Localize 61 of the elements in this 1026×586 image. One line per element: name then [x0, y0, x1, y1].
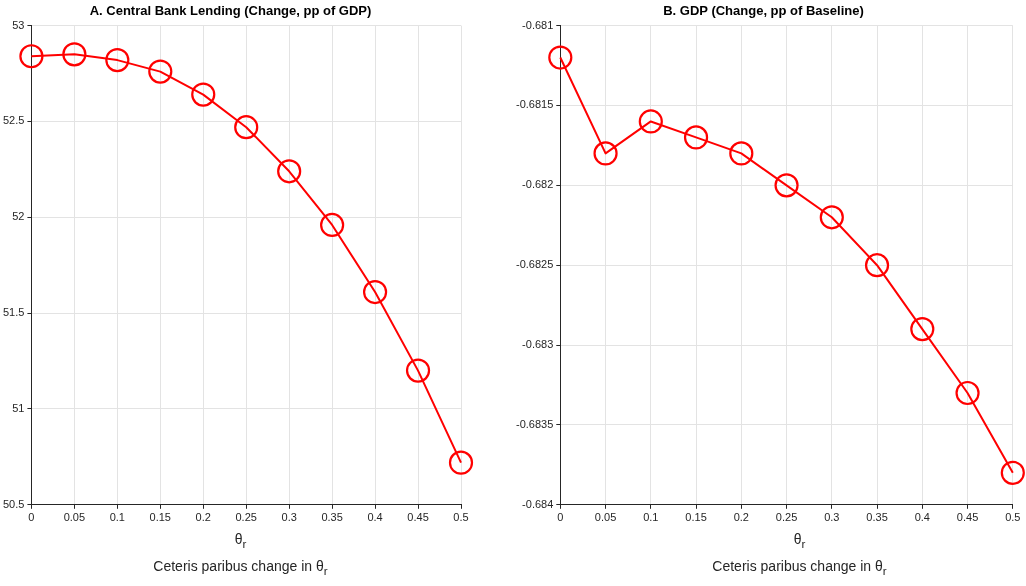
chart-title: B. GDP (Change, pp of Baseline): [663, 3, 864, 19]
point: [729, 141, 754, 166]
x-tick-label: 0.05: [594, 511, 617, 524]
x-tick-label: 0.3: [281, 511, 297, 524]
y-tick-label: 51.5: [2, 306, 25, 319]
point: [277, 159, 302, 184]
x-tick-label: 0: [557, 511, 564, 524]
point: [19, 44, 44, 69]
y-tick-label: 52.5: [2, 114, 25, 127]
point: [910, 316, 935, 342]
point: [148, 59, 173, 84]
point: [62, 42, 87, 67]
x-tick-label: 0.35: [866, 511, 888, 524]
point: [320, 212, 345, 238]
y-tick-label: -0.6815: [516, 98, 554, 111]
point: [683, 125, 709, 150]
x-tick-label: 0.15: [685, 511, 707, 524]
y-tick-label: 51: [12, 401, 25, 414]
point: [819, 205, 844, 230]
point: [1000, 460, 1025, 485]
point: [191, 82, 216, 107]
y-tick-label: 53: [12, 18, 25, 31]
x-tick-label: 0.1: [643, 511, 659, 524]
x-tick-label: 0: [28, 511, 35, 524]
x-tick-label: 0.5: [453, 511, 469, 524]
x-tick-label: 0.2: [195, 511, 211, 524]
point: [638, 109, 663, 134]
y-tick-label: -0.6825: [516, 258, 554, 271]
x-tick-label: 0.35: [321, 511, 343, 524]
x-tick-label: 0.4: [914, 511, 930, 524]
x-axis-title: θ$_{r}$ Ceteris paribus change in θ$_{r}$: [152, 530, 329, 579]
point: [405, 358, 431, 383]
x-tick-label: 0.45: [956, 511, 979, 524]
x-tick-label: 0.15: [149, 511, 171, 524]
y-tick-label: -0.683: [522, 338, 554, 351]
point: [362, 279, 388, 305]
x-tick-label: 0.5: [1005, 511, 1021, 524]
y-tick-label: -0.6835: [516, 417, 554, 430]
x-tick-label: 0.2: [733, 511, 749, 524]
x-tick-label: 0.25: [775, 511, 798, 524]
point: [234, 115, 259, 140]
y-tick-label: -0.681: [522, 18, 554, 31]
x-axis-title: θ$_{r}$ Ceteris paribus change in θ$_{r}$: [711, 530, 888, 579]
chart-title: A. Central Bank Lending (Change, pp of GDP): [89, 3, 372, 19]
y-tick-label: 52: [12, 210, 25, 223]
point: [105, 48, 130, 73]
x-tick-label: 0.25: [235, 511, 257, 524]
point: [864, 253, 890, 278]
y-tick-label: -0.682: [522, 178, 554, 191]
point: [955, 380, 980, 406]
x-tick-label: 0.4: [367, 511, 383, 524]
y-tick-label: -0.684: [522, 497, 554, 510]
x-tick-label: 0.1: [109, 511, 125, 524]
y-tick-label: 50.5: [2, 497, 25, 510]
x-tick-label: 0.45: [407, 511, 429, 524]
x-tick-label: 0.3: [824, 511, 840, 524]
x-tick-label: 0.05: [63, 511, 86, 524]
point: [774, 173, 799, 198]
point: [548, 45, 573, 70]
point: [593, 141, 618, 166]
point: [448, 450, 474, 475]
